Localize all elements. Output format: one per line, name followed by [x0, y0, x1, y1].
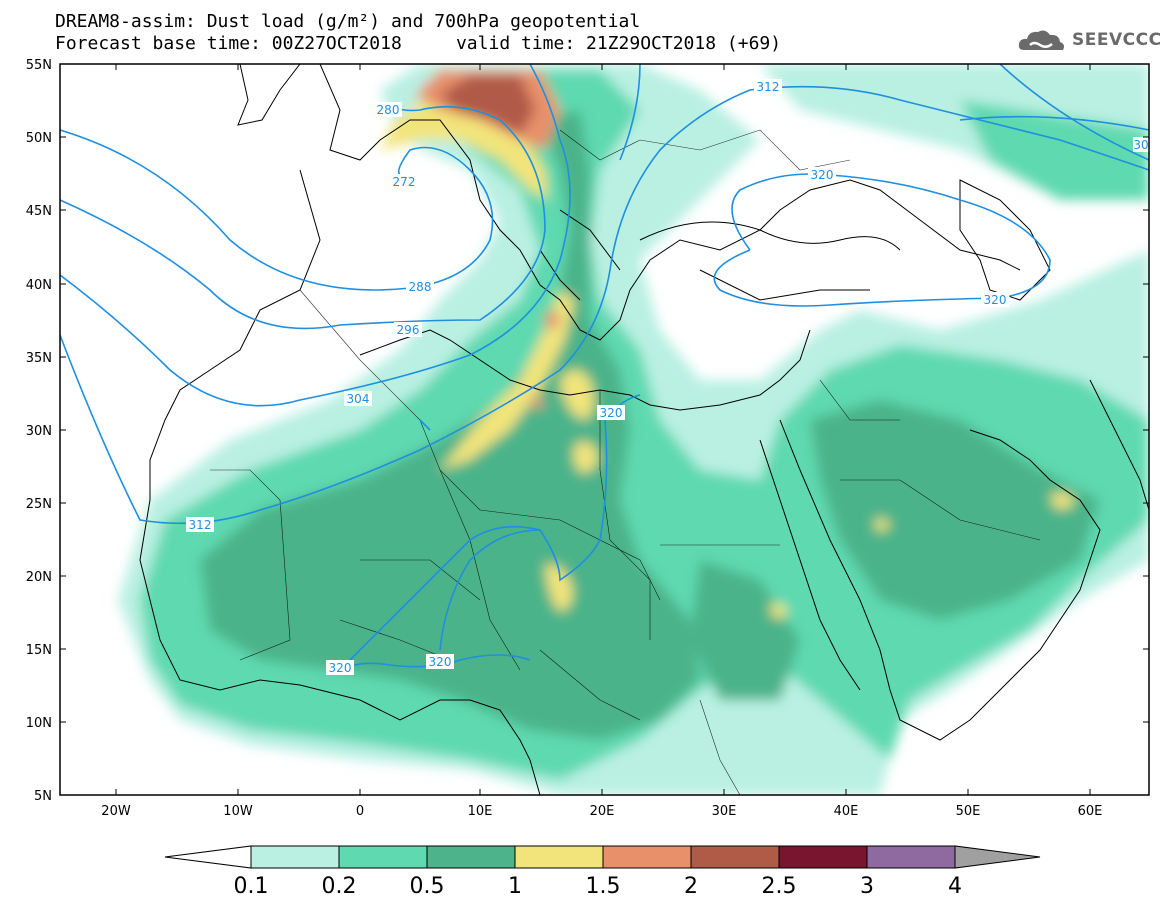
colorbar-tick-2-5: 2.5 — [762, 874, 797, 899]
cloud-icon — [1018, 30, 1064, 50]
colorbar-bin-5 — [602, 845, 692, 869]
lat-label-25n: 25N — [26, 497, 52, 512]
colorbar-bin-7 — [778, 845, 868, 869]
seevccc-logo: SEEVCCC — [1018, 26, 1162, 54]
lat-label-40n: 40N — [26, 278, 52, 293]
lon-label-40e: 40E — [834, 804, 859, 819]
lon-label-10e: 10E — [468, 804, 493, 819]
lon-label-0: 0 — [356, 804, 364, 819]
contour-label-312-west: 312 — [189, 518, 212, 532]
lat-label-35n: 35N — [26, 351, 52, 366]
dust-field — [118, 64, 1149, 795]
colorbar-bin-8 — [866, 845, 956, 869]
coastlines — [139, 64, 1149, 795]
contour-label-288: 288 — [409, 280, 432, 294]
map-title: DREAM8-assim: Dust load (g/m²) and 700hP… — [55, 11, 641, 32]
colorbar-tick-1-5: 1.5 — [586, 874, 621, 899]
lat-label-5n: 5N — [34, 789, 52, 804]
lon-label-20e: 20E — [590, 804, 615, 819]
colorbar-tick-0-5: 0.5 — [410, 874, 445, 899]
lat-label-30n: 30N — [26, 424, 52, 439]
colorbar-tick-1: 1 — [508, 874, 522, 899]
contour-label-320-south-west: 320 — [329, 661, 352, 675]
map-subtitle: Forecast base time: 00Z27OCT2018 valid t… — [55, 33, 782, 54]
colorbar: 0.1 0.2 0.5 1 1.5 2 2.5 3 4 — [164, 845, 1041, 899]
colorbar-bin-3 — [426, 845, 516, 869]
colorbar-tick-0-1: 0.1 — [234, 874, 269, 899]
lon-label-30e: 30E — [712, 804, 737, 819]
contour-label-320-north: 320 — [811, 168, 834, 182]
lon-label-60e: 60E — [1078, 804, 1103, 819]
lat-label-10n: 10N — [26, 716, 52, 731]
logo-label: SEEVCCC — [1072, 30, 1162, 50]
longitude-axis: 20W 10W 0 10E 20E 30E 40E 50E 60E — [101, 64, 1102, 819]
contour-label-312-north: 312 — [757, 80, 780, 94]
colorbar-tick-4: 4 — [948, 874, 962, 899]
contour-label-304: 304 — [347, 392, 370, 406]
contour-label-320-south: 320 — [429, 655, 452, 669]
lon-label-20w: 20W — [101, 804, 131, 819]
lat-label-50n: 50N — [26, 131, 52, 146]
lon-label-10w: 10W — [223, 804, 253, 819]
contour-label-272: 272 — [393, 175, 416, 189]
colorbar-tick-3: 3 — [860, 874, 874, 899]
colorbar-bin-1 — [250, 845, 340, 869]
lat-label-15n: 15N — [26, 643, 52, 658]
colorbar-bin-6 — [690, 845, 780, 869]
colorbar-over — [954, 845, 1041, 869]
contour-label-320-central: 320 — [600, 406, 623, 420]
lat-label-45n: 45N — [26, 204, 52, 219]
contour-label-280: 280 — [377, 103, 400, 117]
colorbar-bin-2 — [338, 845, 428, 869]
contour-label-296: 296 — [397, 323, 420, 337]
contour-label-edge: 30 — [1133, 138, 1148, 152]
contour-label-320-east: 320 — [984, 293, 1007, 307]
latitude-axis: 55N 50N 45N 40N 35N 30N 25N 20N 15N 10N … — [26, 58, 1149, 804]
lon-label-50e: 50E — [956, 804, 981, 819]
colorbar-bin-4 — [514, 845, 604, 869]
contour-labels: 280 272 288 296 304 312 312 320 320 320 … — [186, 79, 1149, 675]
lat-label-20n: 20N — [26, 570, 52, 585]
colorbar-under — [164, 845, 252, 869]
colorbar-tick-0-2: 0.2 — [322, 874, 357, 899]
colorbar-tick-2: 2 — [684, 874, 698, 899]
lat-label-55n: 55N — [26, 58, 52, 73]
